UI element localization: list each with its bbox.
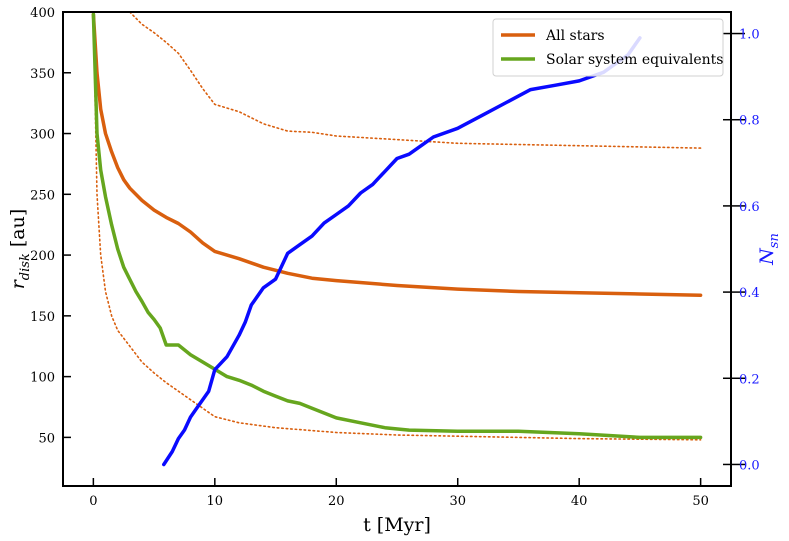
legend-label-solar-system: Solar system equivalents — [546, 52, 724, 68]
y-left-tick-label: 100 — [30, 371, 55, 386]
y-axis-left: 50 100 150 200 250 300 350 400 — [30, 6, 71, 446]
y-right-tick-label: 0.8 — [739, 114, 760, 129]
x-axis-label: t [Myr] — [363, 514, 431, 536]
series-line-2 — [92, 13, 702, 441]
y-left-tick-label: 200 — [30, 249, 55, 264]
x-tick-label: 40 — [571, 494, 588, 509]
series-line-1 — [129, 11, 702, 149]
y-right-tick-label: 0.4 — [739, 286, 760, 301]
y-left-tick-label: 300 — [30, 128, 55, 143]
y-left-tick-label: 150 — [30, 310, 55, 325]
y-left-tick-label: 250 — [30, 188, 55, 203]
plot-area — [91, 11, 703, 467]
legend: All stars Solar system equivalents — [492, 18, 724, 77]
x-tick-label: 20 — [328, 494, 345, 509]
series-line-4 — [162, 36, 642, 467]
y-axis-left-label: rdisk [au] — [7, 209, 33, 290]
y-axis-right: 0.0 0.2 0.4 0.6 0.8 1.0 — [723, 28, 760, 473]
x-tick-label: 50 — [692, 494, 709, 509]
x-tick-label: 10 — [207, 494, 224, 509]
y-left-tick-label: 400 — [30, 6, 55, 21]
legend-box — [492, 18, 724, 77]
legend-label-all-stars: All stars — [545, 28, 605, 44]
x-axis: 0 10 20 30 40 50 — [89, 478, 709, 509]
y-left-tick-label: 350 — [30, 67, 55, 82]
y-right-tick-label: 0.6 — [739, 200, 760, 215]
y-axis-right-label: Nsn — [756, 233, 782, 266]
y-right-tick-label: 0.2 — [739, 372, 760, 387]
y-right-tick-label: 0.0 — [739, 458, 760, 473]
series-line-0 — [91, 12, 703, 297]
y-left-tick-label: 50 — [38, 431, 55, 446]
x-tick-label: 0 — [89, 494, 97, 509]
plot-frame — [62, 11, 732, 487]
x-tick-label: 30 — [449, 494, 466, 509]
y-right-tick-label: 1.0 — [739, 28, 760, 43]
